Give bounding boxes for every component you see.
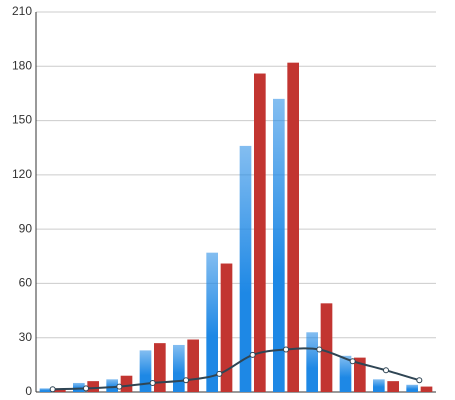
line-point <box>49 386 56 393</box>
bar <box>354 357 366 392</box>
bar <box>254 73 266 393</box>
line-point <box>283 346 289 353</box>
bar <box>106 379 118 392</box>
y-tick-label: 90 <box>19 221 33 235</box>
bar <box>320 303 333 392</box>
bar <box>187 339 199 392</box>
bar <box>287 62 299 393</box>
bar <box>54 388 66 392</box>
bar <box>373 379 385 392</box>
y-tick-label: 180 <box>12 58 32 72</box>
line-point <box>416 377 423 384</box>
line-point <box>149 379 156 386</box>
line-point <box>183 377 189 384</box>
bar <box>220 263 233 392</box>
line-point <box>383 367 389 374</box>
line-point <box>83 385 89 392</box>
y-tick-label: 30 <box>19 330 33 344</box>
bar <box>387 381 399 392</box>
bar <box>39 388 52 392</box>
line-point <box>316 346 323 353</box>
y-tick-label: 150 <box>12 113 32 127</box>
y-tick-label: 210 <box>12 4 32 18</box>
y-tick-label: 0 <box>25 384 32 398</box>
line-point <box>249 351 256 358</box>
y-tick-label: 120 <box>12 167 32 181</box>
bar <box>306 332 318 392</box>
y-tick-label: 60 <box>19 276 33 290</box>
bar <box>273 98 285 392</box>
bar <box>73 382 85 392</box>
bar <box>120 375 133 392</box>
line-point <box>116 383 123 390</box>
bar <box>139 350 152 392</box>
line-point <box>349 358 356 365</box>
bar <box>406 384 418 392</box>
bar <box>239 145 252 392</box>
bar <box>154 343 166 392</box>
bar <box>420 386 433 392</box>
bar <box>87 381 99 392</box>
bar <box>206 252 218 392</box>
bar <box>339 355 352 392</box>
bar <box>173 344 185 392</box>
line-point <box>216 370 223 377</box>
